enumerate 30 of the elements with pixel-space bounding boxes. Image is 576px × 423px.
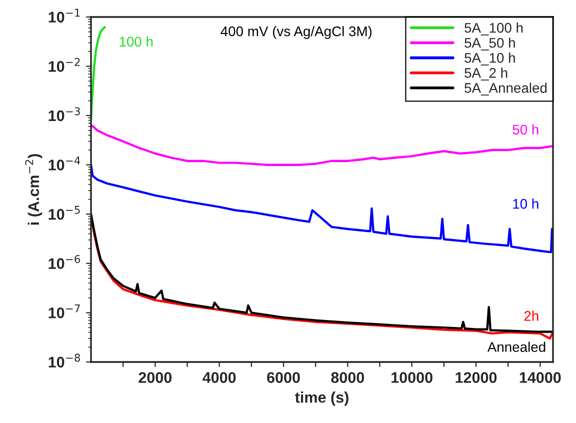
y-tick-label: 10$^{−2}$ [48,58,80,72]
line-series [91,124,553,166]
legend-label: 5A_100 h [464,22,523,36]
x-tick-label: 2000 [138,372,172,383]
line-series [91,164,553,254]
legend-label: 5A_2 h [464,68,508,80]
x-tick-label: 8000 [331,372,364,383]
legend-label: 5A_10 h [464,52,515,66]
annotation: 50 h [512,124,538,135]
annotation: 2h [524,310,538,321]
y-tick-label: 10$^{−8}$ [48,354,80,368]
x-tick-label: 12000 [456,372,497,383]
annotation: 10 h [513,198,538,209]
annotation: 400 mV (vs Ag/AgCl 3M) [220,26,372,39]
y-tick-label: 10$^{−7}$ [48,304,80,318]
y-tick-label: 10$^{−3}$ [48,107,80,122]
x-tick-label: 6000 [267,372,300,383]
y-tick-label: 10$^{−4}$ [48,156,80,170]
y-tick-label: 10$^{−5}$ [48,206,80,220]
y-tick-label: 10$^{−1}$ [48,8,80,23]
x-tick-label: 14000 [520,372,561,383]
legend-label: 5A_Annealed [464,82,547,96]
x-tick-label: 4000 [202,372,236,383]
legend-label: 5A_50 h [464,38,515,50]
annotation: Annealed [487,342,546,352]
y-tick-label: 10$^{−6}$ [48,255,80,269]
annotation: 100 h [120,36,153,47]
y-axis-title: i (A.cm$^{−2}$) [25,154,42,225]
x-tick-label: 10000 [392,372,432,383]
x-axis-title: time (s) [295,392,348,406]
